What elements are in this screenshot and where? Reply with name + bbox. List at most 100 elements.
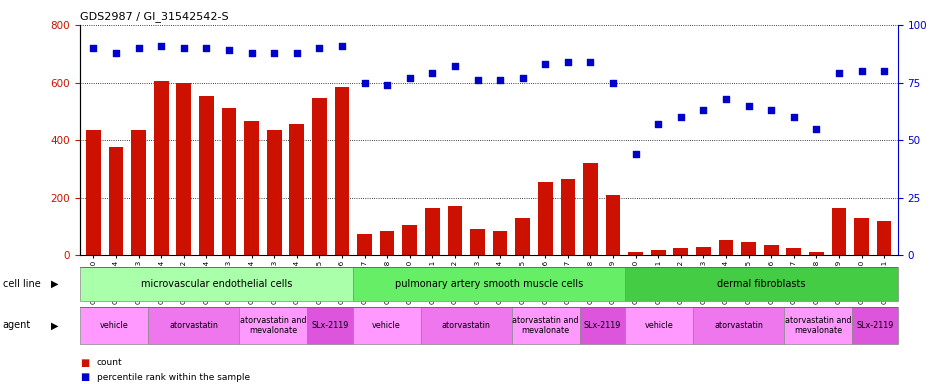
Point: [154, 43, 169, 49]
Bar: [719, 240, 733, 255]
Bar: [199, 96, 213, 255]
Bar: [447, 207, 462, 255]
Text: atorvastatin: atorvastatin: [714, 321, 763, 330]
Point: [696, 107, 711, 113]
Text: atorvastatin: atorvastatin: [169, 321, 218, 330]
Point: [222, 47, 237, 53]
Text: atorvastatin and
mevalonate: atorvastatin and mevalonate: [512, 316, 579, 335]
Text: microvascular endothelial cells: microvascular endothelial cells: [140, 279, 292, 289]
Bar: [244, 121, 258, 255]
Bar: [402, 225, 417, 255]
Bar: [425, 208, 440, 255]
Text: SLx-2119: SLx-2119: [311, 321, 349, 330]
Text: atorvastatin: atorvastatin: [442, 321, 491, 330]
Bar: [352, 307, 421, 344]
Point: [199, 45, 214, 51]
Bar: [177, 83, 191, 255]
Bar: [352, 267, 625, 301]
Bar: [511, 307, 580, 344]
Point: [583, 59, 598, 65]
Text: pulmonary artery smooth muscle cells: pulmonary artery smooth muscle cells: [395, 279, 583, 289]
Text: ▶: ▶: [51, 279, 58, 289]
Bar: [764, 245, 778, 255]
Bar: [784, 307, 853, 344]
Point: [131, 45, 146, 51]
Point: [425, 70, 440, 76]
Bar: [86, 130, 101, 255]
Point: [718, 96, 733, 102]
Point: [808, 126, 823, 132]
Text: SLx-2119: SLx-2119: [856, 321, 894, 330]
Text: vehicle: vehicle: [372, 321, 401, 330]
Point: [877, 68, 892, 74]
Bar: [80, 267, 352, 301]
Bar: [625, 307, 693, 344]
Bar: [421, 307, 511, 344]
Text: ■: ■: [80, 372, 89, 382]
Point: [290, 50, 305, 56]
Bar: [312, 98, 327, 255]
Bar: [693, 307, 784, 344]
Text: vehicle: vehicle: [100, 321, 129, 330]
Bar: [583, 163, 598, 255]
Bar: [854, 218, 869, 255]
Point: [402, 75, 417, 81]
Bar: [628, 253, 643, 255]
Bar: [650, 250, 666, 255]
Point: [832, 70, 847, 76]
Text: atorvastatin and
mevalonate: atorvastatin and mevalonate: [785, 316, 852, 335]
Bar: [470, 230, 485, 255]
Bar: [222, 108, 236, 255]
Bar: [80, 307, 149, 344]
Point: [447, 63, 462, 70]
Bar: [335, 87, 350, 255]
Bar: [605, 195, 620, 255]
Point: [335, 43, 350, 49]
Text: GDS2987 / GI_31542542-S: GDS2987 / GI_31542542-S: [80, 12, 228, 22]
Bar: [742, 242, 756, 255]
Bar: [109, 147, 123, 255]
Text: dermal fibroblasts: dermal fibroblasts: [717, 279, 806, 289]
Text: vehicle: vehicle: [645, 321, 674, 330]
Bar: [809, 253, 823, 255]
Text: cell line: cell line: [3, 279, 40, 289]
Text: count: count: [97, 358, 122, 367]
Point: [786, 114, 801, 120]
Bar: [853, 307, 898, 344]
Point: [244, 50, 259, 56]
Bar: [380, 231, 395, 255]
Point: [628, 151, 643, 157]
Text: ■: ■: [80, 358, 89, 368]
Point: [854, 68, 870, 74]
Text: SLx-2119: SLx-2119: [584, 321, 621, 330]
Bar: [493, 231, 508, 255]
Point: [673, 114, 688, 120]
Bar: [832, 208, 846, 255]
Point: [86, 45, 101, 51]
Point: [312, 45, 327, 51]
Bar: [697, 247, 711, 255]
Bar: [625, 267, 898, 301]
Point: [357, 79, 372, 86]
Point: [470, 77, 485, 83]
Point: [538, 61, 553, 67]
Text: ▶: ▶: [51, 320, 58, 331]
Bar: [132, 130, 146, 255]
Bar: [149, 307, 239, 344]
Bar: [580, 307, 625, 344]
Point: [177, 45, 192, 51]
Bar: [267, 130, 281, 255]
Point: [108, 50, 123, 56]
Bar: [538, 182, 553, 255]
Point: [650, 121, 666, 127]
Bar: [357, 234, 372, 255]
Bar: [673, 248, 688, 255]
Text: percentile rank within the sample: percentile rank within the sample: [97, 372, 250, 382]
Point: [741, 103, 756, 109]
Point: [515, 75, 530, 81]
Bar: [239, 307, 307, 344]
Point: [267, 50, 282, 56]
Point: [560, 59, 575, 65]
Bar: [154, 81, 168, 255]
Point: [605, 79, 620, 86]
